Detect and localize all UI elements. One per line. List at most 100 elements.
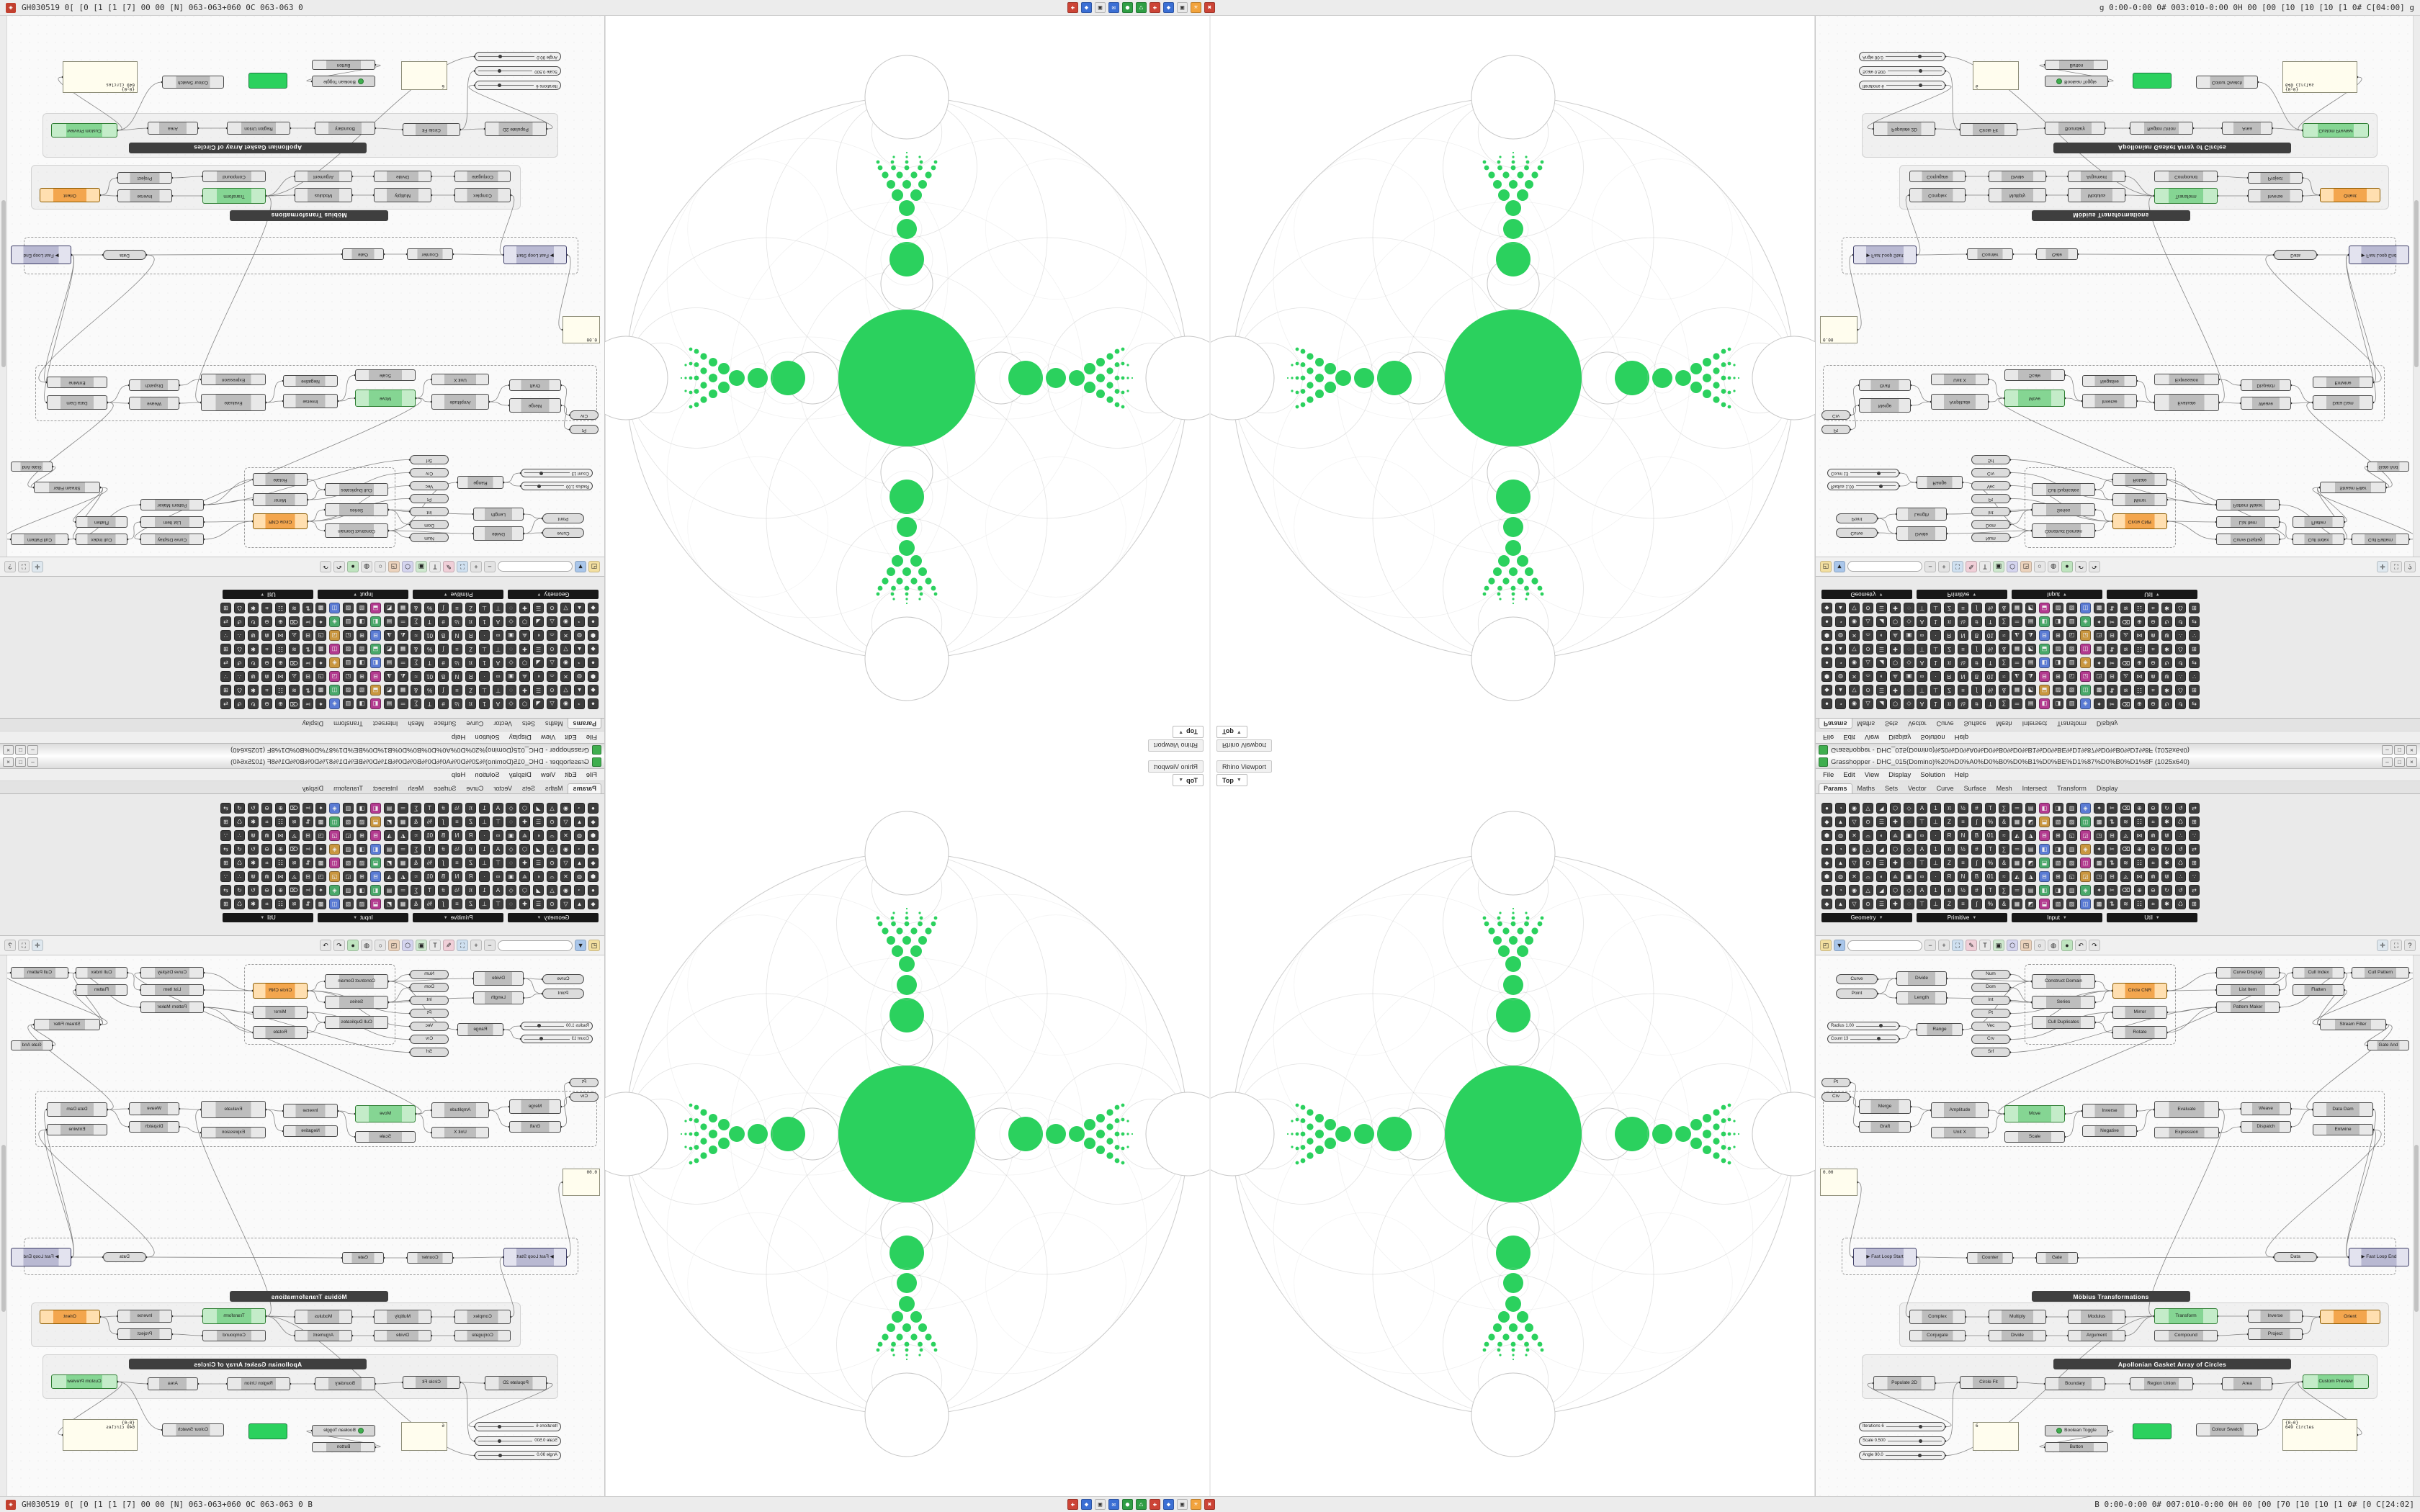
component-icon[interactable]: ✦ (315, 803, 326, 814)
gh-node-argument[interactable]: Argument (295, 171, 352, 182)
component-icon[interactable]: ∫ (438, 899, 449, 909)
component-icon[interactable]: ● (588, 698, 599, 709)
tab-vector[interactable]: Vector (493, 785, 512, 792)
gh-node-circle-cnr[interactable]: Circle CNR (2112, 513, 2167, 529)
gh-node-boolean-toggle[interactable]: Boolean Toggle (312, 1425, 375, 1436)
component-icon[interactable]: ⊞ (2053, 830, 2063, 841)
component-icon[interactable]: ◉ (1849, 698, 1860, 709)
component-icon[interactable]: ⊙ (1863, 644, 1873, 654)
component-icon[interactable]: 01 (1985, 830, 1996, 841)
gh-node-argument[interactable]: Argument (2068, 1330, 2125, 1341)
component-icon[interactable]: ≡ (1958, 899, 1968, 909)
component-icon[interactable]: ≋ (289, 858, 300, 868)
component-icon[interactable]: ☰ (533, 685, 544, 696)
open-file-button[interactable]: ◰ (1820, 561, 1832, 572)
component-icon[interactable]: % (424, 644, 435, 654)
quit-icon[interactable]: ✖ (1204, 2, 1215, 13)
component-icon[interactable]: ⬡ (519, 698, 530, 709)
gh-node-fast-loop-end[interactable]: ▶ Fast Loop End (2349, 246, 2409, 264)
gh-node-data[interactable]: Data (2274, 250, 2317, 260)
component-icon[interactable]: ☷ (2134, 816, 2145, 827)
component-icon[interactable]: ⌗ (2148, 858, 2159, 868)
menu-display[interactable]: Display (1888, 770, 1912, 779)
tab-sets[interactable]: Sets (521, 720, 535, 727)
gh-node-scale[interactable]: Scale (355, 369, 416, 381)
component-icon[interactable]: ✚ (1890, 899, 1901, 909)
gh-node-expression[interactable]: Expression (2154, 1127, 2219, 1138)
component-icon[interactable]: ▤ (2025, 616, 2036, 627)
create-cluster-button[interactable]: ⬡ (402, 940, 413, 951)
component-icon[interactable]: ⊟ (370, 671, 381, 682)
component-icon[interactable]: ● (1821, 616, 1832, 627)
preview-shaded-button[interactable]: ● (2061, 940, 2073, 951)
component-icon[interactable]: ◧ (370, 698, 381, 709)
component-icon[interactable]: % (1985, 816, 1996, 827)
component-icon[interactable]: ⊙ (1863, 858, 1873, 868)
component-icon[interactable]: ⋓ (248, 671, 259, 682)
component-icon[interactable]: ◳ (2094, 830, 2105, 841)
gh-node-curve-display[interactable]: Curve Display (2216, 534, 2280, 545)
component-icon[interactable]: ▥ (2066, 885, 2077, 896)
component-icon[interactable]: 1 (1930, 803, 1941, 814)
tab-maths[interactable]: Maths (544, 785, 563, 792)
menu-help[interactable]: Help (451, 733, 466, 742)
group-label-m-bius-transformations[interactable]: Möbius Transformations (2032, 1291, 2190, 1302)
gh-node-expression[interactable]: Expression (201, 1127, 266, 1138)
component-icon[interactable]: ✂ (2107, 698, 2118, 709)
component-icon[interactable]: ∑ (411, 803, 421, 814)
component-icon[interactable]: ◧ (2039, 616, 2050, 627)
component-icon[interactable]: ▽ (1849, 685, 1860, 696)
component-icon[interactable]: ◇ (506, 657, 516, 668)
component-icon[interactable]: ∴ (234, 871, 245, 882)
component-icon[interactable]: · (479, 871, 490, 882)
rhino-viewport[interactable]: Rhino Viewport Top ▼ (1210, 756, 1816, 1512)
component-icon[interactable]: ◩ (2025, 685, 2036, 696)
zoom-out-button[interactable]: − (1924, 561, 1936, 572)
gh-node-cull-pattern[interactable]: Cull Pattern (2352, 967, 2409, 978)
component-icon[interactable]: ⊤ (1917, 644, 1927, 654)
node-group[interactable] (1823, 365, 2385, 421)
component-icon[interactable]: ✚ (1890, 858, 1901, 868)
gh-node-divide[interactable]: Divide (374, 1330, 431, 1341)
component-icon[interactable]: 01 (424, 630, 435, 641)
gh-node-data[interactable]: Data (2274, 1252, 2317, 1262)
component-icon[interactable]: ⊞ (220, 899, 231, 909)
component-icon[interactable]: ▨ (2066, 858, 2077, 868)
component-icon[interactable]: ∴ (2175, 630, 2186, 641)
component-icon[interactable]: ∫ (1971, 858, 1982, 868)
component-icon[interactable]: ∵ (220, 630, 231, 641)
component-icon[interactable]: & (411, 603, 421, 613)
component-icon[interactable]: ◇ (506, 803, 516, 814)
component-icon[interactable]: ▦ (2012, 816, 2022, 827)
component-icon[interactable]: ⊞ (2053, 671, 2063, 682)
component-icon[interactable]: ⌗ (261, 685, 272, 696)
component-icon[interactable]: ⊟ (302, 630, 313, 641)
gh-node-cull-duplicates[interactable]: Cull Duplicates (325, 1016, 388, 1029)
component-icon[interactable]: ▩ (2094, 816, 2105, 827)
component-icon[interactable]: ⬡ (1890, 698, 1901, 709)
chat-icon[interactable]: ◆ (1081, 1499, 1092, 1510)
component-icon[interactable]: 1 (1930, 844, 1941, 855)
component-icon[interactable]: ▽ (560, 644, 571, 654)
component-icon[interactable]: ⊙ (547, 816, 557, 827)
component-icon[interactable]: ⋓ (2161, 630, 2172, 641)
component-icon[interactable]: ☷ (275, 603, 286, 613)
gh-node-graft[interactable]: Graft (509, 379, 561, 391)
component-icon[interactable]: ⊟ (2107, 630, 2118, 641)
gh-node-inverse[interactable]: Inverse (117, 1310, 172, 1323)
component-icon[interactable]: ↺ (2175, 803, 2186, 814)
component-icon[interactable]: ✦ (2094, 844, 2105, 855)
component-icon[interactable]: ⇅ (2107, 685, 2118, 696)
component-icon[interactable]: ⋓ (248, 830, 259, 841)
gh-node-6[interactable]: 6 (401, 61, 447, 90)
gh-node-custom-preview[interactable]: Custom Preview (51, 123, 117, 138)
zoom-in-button[interactable]: + (470, 940, 482, 951)
component-icon[interactable]: ◌ (506, 816, 516, 827)
gh-node-srf[interactable]: Srf (1971, 1048, 2010, 1057)
component-icon[interactable]: ◲ (329, 671, 340, 682)
component-icon[interactable]: ⊞ (220, 858, 231, 868)
component-icon[interactable]: ⊤ (1917, 816, 1927, 827)
gh-node-data[interactable]: Data (103, 1252, 146, 1262)
component-icon[interactable]: ◐ (533, 671, 544, 682)
component-icon[interactable]: ◨ (2053, 885, 2063, 896)
